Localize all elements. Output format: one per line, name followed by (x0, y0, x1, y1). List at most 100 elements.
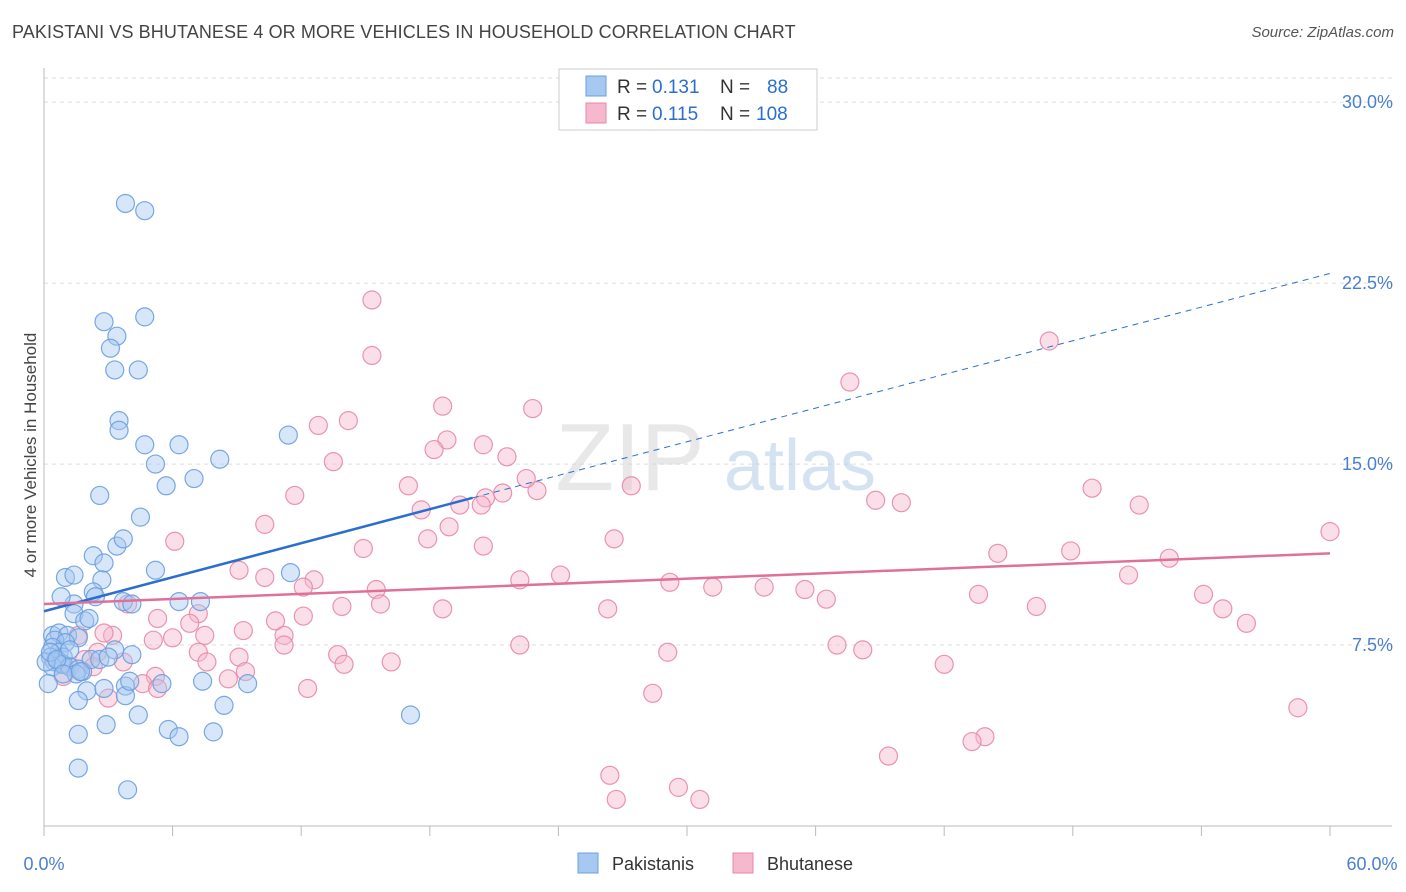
bhutanese-trend-line (43, 552, 1331, 606)
pakistanis-point (120, 671, 140, 691)
bhutanese-point (690, 789, 710, 810)
bhutanese-point (437, 430, 457, 450)
pakistanis-point (122, 645, 142, 665)
pakistanis-trend-line (43, 496, 473, 613)
bhutanese-point (473, 536, 493, 556)
bhutanese-point (398, 476, 418, 496)
pakistanis-point (107, 326, 127, 346)
pakistanis-point (145, 454, 166, 474)
pakistanis-point (400, 705, 421, 725)
pakistanis-point (122, 594, 142, 614)
pakistanis-point (145, 560, 166, 580)
bhutanese-point (180, 613, 200, 633)
bhutanese-point (1026, 596, 1046, 617)
pakistanis-point (190, 591, 211, 612)
pakistanis-point (280, 563, 301, 583)
pakistanis-point (210, 449, 230, 469)
pakistanis-point (169, 435, 189, 455)
pakistanis-point (115, 686, 136, 706)
pakistanis-point (107, 536, 127, 556)
bhutanese-point (510, 635, 530, 655)
pakistanis-trend-line-extension (472, 272, 1331, 499)
bhutanese-point (308, 415, 328, 436)
pakistanis-point (152, 674, 172, 694)
y-tick-label: 30.0% (1342, 92, 1393, 112)
bhutanese-point (853, 640, 873, 660)
pakistanis-point (53, 664, 73, 684)
bhutanese-point (293, 606, 313, 626)
pakistanis-point (68, 758, 88, 778)
bhutanese-point (975, 727, 995, 747)
bhutanese-point (233, 620, 253, 641)
x-tick-label-min: 0.0% (23, 854, 64, 874)
pakistanis-point (94, 678, 114, 699)
watermark-atlas: atlas (724, 426, 876, 506)
pakistanis-point (38, 674, 58, 694)
bhutanese-point (418, 529, 438, 549)
legend-swatch-blue (585, 75, 607, 97)
bhutanese-point (866, 490, 886, 510)
pakistanis-point (96, 715, 116, 735)
legend-n-label-2: N = (720, 104, 750, 125)
bhutanese-point (1118, 565, 1139, 585)
bhutanese-point (1129, 495, 1149, 515)
bhutanese-point (934, 654, 954, 674)
y-axis-tick-labels: 7.5% 15.0% 22.5% 30.0% (1342, 92, 1393, 655)
bhutanese-point (497, 447, 517, 467)
pakistanis-point (105, 360, 125, 380)
pakistanis-point (128, 705, 148, 725)
bhutanese-point (293, 577, 313, 597)
legend-box: R = 0.131 N = 88 R = 0.115 N = 108 (558, 68, 818, 131)
pakistanis-point (100, 338, 121, 358)
bhutanese-point (878, 746, 899, 766)
pakistanis-point (109, 420, 129, 440)
bhutanese-point (1061, 541, 1081, 561)
bhutanese-point (298, 678, 318, 699)
bhutanese-point (370, 594, 391, 614)
pakistanis-point (128, 360, 148, 380)
bhutanese-point (197, 652, 217, 672)
pakistanis-point (203, 722, 223, 742)
bhutanese-point (516, 468, 536, 489)
pakistanis-point (94, 553, 114, 573)
bottom-legend: Pakistanis Bhutanese (577, 852, 853, 874)
pakistanis-point (135, 307, 155, 327)
y-tick-label: 15.0% (1342, 454, 1393, 474)
pakistanis-point (278, 425, 298, 445)
bottom-legend-swatch-bhutanese (732, 852, 754, 874)
pakistanis-point (70, 661, 91, 682)
x-axis-ticks (43, 826, 1331, 836)
bhutanese-point (668, 777, 689, 797)
pakistanis-point (68, 690, 88, 711)
bottom-legend-swatch-pakistanis (577, 852, 599, 874)
bhutanese-point (323, 452, 343, 472)
bhutanese-point (1082, 478, 1102, 498)
bhutanese-point (143, 630, 163, 650)
bhutanese-point (328, 645, 348, 665)
bhutanese-point (381, 652, 401, 672)
pakistanis-point (79, 608, 99, 629)
bhutanese-point (550, 565, 571, 585)
pakistanis-point (130, 507, 151, 527)
bhutanese-point (439, 517, 459, 537)
pakistanis-point (90, 485, 110, 506)
bhutanese-point (94, 623, 114, 643)
y-tick-label: 22.5% (1342, 273, 1393, 293)
bhutanese-points (53, 290, 1340, 810)
bhutanese-point (473, 435, 493, 455)
legend-n-label-1: N = (720, 77, 750, 98)
bhutanese-point (891, 493, 911, 513)
y-tick-label: 7.5% (1352, 635, 1393, 655)
pakistanis-point (109, 411, 129, 431)
pakistanis-point (169, 591, 189, 612)
bhutanese-point (424, 439, 444, 460)
bhutanese-point (988, 543, 1008, 563)
bhutanese-point (604, 529, 624, 549)
bhutanese-point (660, 572, 680, 592)
pakistanis-point (117, 780, 138, 800)
bhutanese-point (493, 483, 513, 503)
bhutanese-point (795, 579, 815, 600)
bhutanese-point (1159, 548, 1179, 568)
pakistanis-point (135, 435, 155, 455)
